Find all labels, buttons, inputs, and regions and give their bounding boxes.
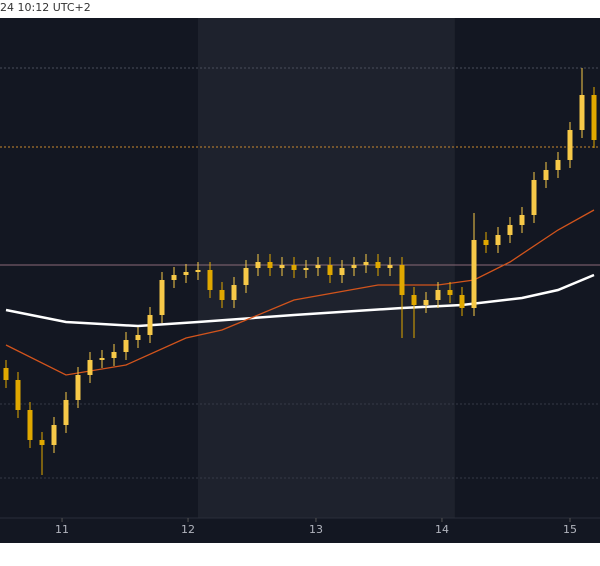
candle-body (483, 240, 489, 245)
candle-body (171, 275, 177, 280)
candle-body (555, 160, 561, 170)
candle-body (123, 340, 129, 352)
candle-body (135, 335, 141, 340)
candle-body (531, 180, 537, 215)
candle-body (207, 270, 213, 290)
candle-body (3, 368, 9, 380)
candle-body (375, 262, 381, 268)
candle-body (519, 215, 525, 225)
candle-body (183, 272, 189, 275)
candle-body (267, 262, 273, 268)
candle-body (591, 95, 597, 140)
candle-body (87, 360, 93, 375)
candle-body (279, 265, 285, 268)
candle-body (459, 295, 465, 308)
candle-body (471, 240, 477, 308)
candle-body (27, 410, 33, 440)
header-text: 24 10:12 UTC+2 (0, 1, 91, 14)
candle-body (99, 358, 105, 360)
session-highlight (198, 18, 455, 518)
moving-average (5, 273, 595, 328)
candle-body (339, 268, 345, 275)
candle-body (435, 290, 441, 300)
candle-body (447, 290, 453, 295)
candle-body (159, 280, 165, 315)
x-tick-label: 12 (181, 523, 195, 536)
candle-body (219, 290, 225, 300)
candle-body (579, 95, 585, 130)
candle-body (291, 265, 297, 270)
candle-body (231, 285, 237, 300)
x-tick-label: 14 (435, 523, 449, 536)
x-tick-label: 11 (55, 523, 69, 536)
candle-body (507, 225, 513, 235)
candle-body (147, 315, 153, 335)
candle-body (15, 380, 21, 410)
candle-body (543, 170, 549, 180)
candle-body (303, 268, 309, 270)
candle-body (243, 268, 249, 285)
candle-body (387, 265, 393, 268)
candle-body (63, 400, 69, 425)
candle-body (399, 265, 405, 295)
candle-body (567, 130, 573, 160)
plot: 11 12 13 14 15 (0, 18, 600, 536)
x-tick-label: 13 (309, 523, 323, 536)
candle-body (255, 262, 261, 268)
moving-average (5, 209, 595, 376)
candle-body (111, 352, 117, 358)
candle-body (363, 262, 369, 265)
candle-body (423, 300, 429, 305)
candle-body (75, 375, 81, 400)
candle-body (315, 265, 321, 268)
x-tick-label: 15 (563, 523, 577, 536)
candle-body (51, 425, 57, 445)
candle-body (39, 440, 45, 445)
candle-body (411, 295, 417, 305)
candle-body (327, 265, 333, 275)
candle-body (351, 265, 357, 268)
candle-body (495, 235, 501, 245)
candle-body (195, 270, 201, 272)
